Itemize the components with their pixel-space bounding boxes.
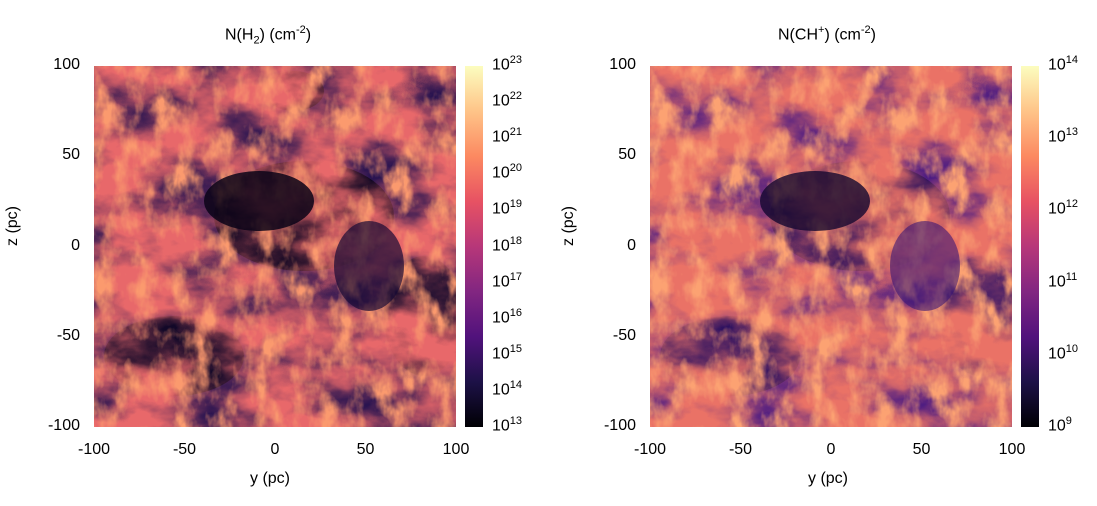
chplus-colorbar-tick-label: 1011 <box>1048 270 1078 290</box>
h2-heatmap <box>94 66 456 427</box>
h2-colorbar-tick-label: 1022 <box>492 90 523 110</box>
h2-colorbar-tick-label: 1014 <box>492 378 523 399</box>
h2-colorbar-tick-label: 1015 <box>492 342 523 363</box>
chplus-colorbar-tick-label: 1013 <box>1048 126 1079 146</box>
h2-colorbar-tick-label: 1021 <box>492 126 523 146</box>
chplus-colorbar-tick-label: 1012 <box>1048 198 1079 218</box>
h2-y-tick-label: 100 <box>53 56 80 73</box>
chplus-heatmap <box>650 66 1012 427</box>
chplus-y-tick-label: -50 <box>612 326 636 344</box>
h2-x-tick-label: 100 <box>442 441 470 458</box>
h2-colorbar <box>465 66 483 427</box>
h2-y-tick-label: 0 <box>71 236 80 254</box>
chplus-x-tick-label: 100 <box>998 441 1026 458</box>
h2-colorbar-tick-label: 1017 <box>492 270 523 290</box>
h2-colorbar-tick-label: 1019 <box>492 198 523 218</box>
h2-colorbar-tick-label: 1018 <box>492 234 523 254</box>
h2-x-tick-label: 50 <box>356 441 375 458</box>
chplus-y-tick-label: -100 <box>603 417 636 434</box>
chplus-x-axis-label: y (pc) <box>808 470 848 487</box>
h2-x-tick-label: -100 <box>77 441 111 458</box>
h2-colorbar-tick-label: 1023 <box>492 54 523 74</box>
chplus-colorbar-tick-label: 109 <box>1048 415 1072 435</box>
chplus-y-tick-label: 100 <box>609 56 636 73</box>
chplus-colorbar <box>1021 66 1039 427</box>
h2-x-tick-label: 0 <box>270 441 280 458</box>
h2-panel-title: N(H2) (cm-2) <box>225 24 312 47</box>
chplus-colorbar-tick-label: 1014 <box>1048 54 1079 74</box>
chplus-panel-title: N(CH+) (cm-2) <box>778 24 876 44</box>
h2-y-axis-label: z (pc) <box>4 206 21 246</box>
chplus-x-tick-label: 0 <box>826 441 836 458</box>
h2-y-tick-label: -100 <box>47 417 80 434</box>
chplus-y-tick-label: 0 <box>627 236 636 254</box>
h2-colorbar-tick-label: 1016 <box>492 306 523 327</box>
h2-y-tick-label: -50 <box>56 326 80 344</box>
h2-column-density-panel: N(H2) (cm-2) z (pc) y (pc) <box>0 0 548 506</box>
h2-x-tick-label: -50 <box>172 441 197 458</box>
h2-x-axis-label: y (pc) <box>250 470 290 487</box>
h2-colorbar-tick-label: 1020 <box>492 162 523 182</box>
h2-colorbar-tick-label: 1013 <box>492 415 523 435</box>
chplus-colorbar-tick-label: 1010 <box>1048 342 1079 363</box>
chplus-x-tick-label: -50 <box>728 441 753 458</box>
chplus-x-tick-label: 50 <box>912 441 931 458</box>
chplus-y-tick-label: 50 <box>618 146 636 164</box>
h2-y-tick-label: 50 <box>62 146 80 164</box>
chplus-y-axis-label: z (pc) <box>560 206 577 246</box>
chplus-column-density-panel: N(CH+) (cm-2) z (pc) y (pc) <box>556 0 1097 506</box>
chplus-x-tick-label: -100 <box>633 441 667 458</box>
